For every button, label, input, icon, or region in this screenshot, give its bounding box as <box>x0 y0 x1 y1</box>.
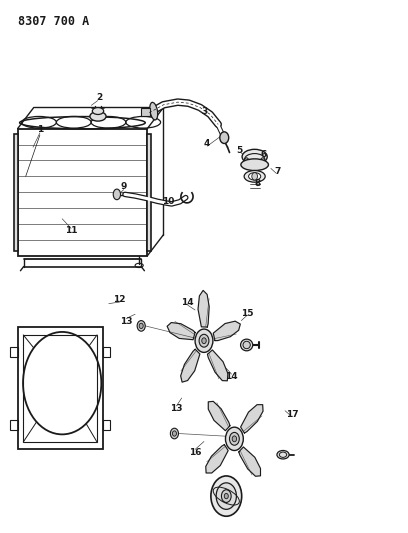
Circle shape <box>229 432 239 445</box>
Text: 7: 7 <box>275 166 281 175</box>
Ellipse shape <box>242 149 267 164</box>
Bar <box>18 128 147 256</box>
Text: 12: 12 <box>113 295 126 304</box>
Bar <box>10 419 18 430</box>
Text: 13: 13 <box>120 317 133 326</box>
Circle shape <box>137 320 145 331</box>
Polygon shape <box>239 447 260 477</box>
Text: 17: 17 <box>286 410 299 419</box>
Text: 8307 700 A: 8307 700 A <box>18 14 89 28</box>
Ellipse shape <box>241 339 253 351</box>
Polygon shape <box>208 401 230 431</box>
Text: 14: 14 <box>225 372 238 381</box>
Ellipse shape <box>241 159 268 171</box>
Circle shape <box>232 436 237 442</box>
Ellipse shape <box>243 341 250 349</box>
Bar <box>13 134 18 251</box>
Polygon shape <box>181 349 200 382</box>
Circle shape <box>216 483 236 510</box>
Circle shape <box>171 428 178 439</box>
Bar <box>147 134 151 251</box>
Text: 10: 10 <box>162 197 175 206</box>
Text: 13: 13 <box>170 404 183 413</box>
Text: 6: 6 <box>261 150 267 159</box>
Ellipse shape <box>113 189 120 200</box>
Ellipse shape <box>220 132 229 143</box>
Polygon shape <box>213 321 240 341</box>
Circle shape <box>173 431 176 436</box>
Ellipse shape <box>92 108 104 115</box>
Ellipse shape <box>150 102 158 120</box>
Circle shape <box>252 173 257 180</box>
Circle shape <box>211 476 242 516</box>
Text: 9: 9 <box>121 182 127 191</box>
Ellipse shape <box>248 173 261 180</box>
Circle shape <box>222 490 231 503</box>
Circle shape <box>202 338 206 344</box>
Text: 4: 4 <box>204 139 211 148</box>
Polygon shape <box>206 445 228 473</box>
Text: 15: 15 <box>242 309 254 318</box>
Ellipse shape <box>90 111 106 121</box>
Ellipse shape <box>277 450 289 459</box>
Circle shape <box>261 158 265 163</box>
Polygon shape <box>198 290 209 327</box>
Text: 16: 16 <box>189 448 201 457</box>
Text: 1: 1 <box>37 125 43 134</box>
Circle shape <box>224 494 228 499</box>
Bar <box>103 419 110 430</box>
Bar <box>23 335 97 442</box>
Bar <box>18 327 103 449</box>
Ellipse shape <box>244 171 265 182</box>
Text: 5: 5 <box>237 147 243 156</box>
Polygon shape <box>167 322 195 340</box>
Text: 3: 3 <box>202 107 208 116</box>
Text: 8: 8 <box>254 179 261 188</box>
Text: 11: 11 <box>65 227 78 236</box>
Polygon shape <box>241 405 263 433</box>
Text: 14: 14 <box>182 298 194 307</box>
Circle shape <box>139 323 143 328</box>
Circle shape <box>195 329 213 352</box>
Text: 2: 2 <box>96 93 102 102</box>
Circle shape <box>244 158 248 163</box>
Circle shape <box>199 334 209 347</box>
Bar <box>141 108 150 116</box>
Ellipse shape <box>244 154 265 165</box>
Bar <box>103 346 110 357</box>
Bar <box>10 346 18 357</box>
Polygon shape <box>207 350 228 381</box>
Circle shape <box>226 427 243 450</box>
